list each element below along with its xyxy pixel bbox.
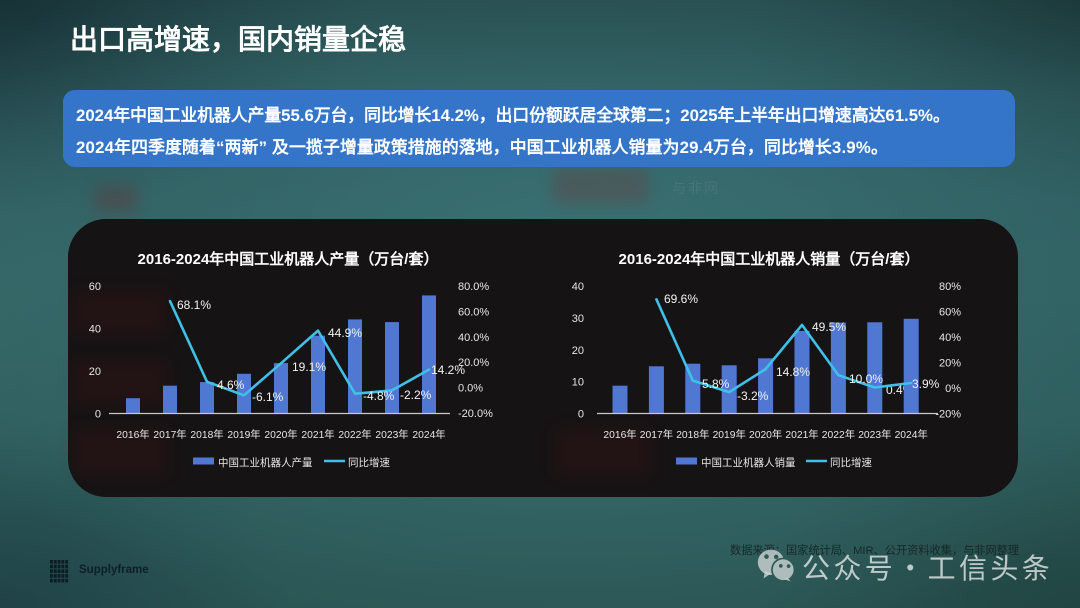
svg-text:2016-2024年中国工业机器人产量（万台/套）: 2016-2024年中国工业机器人产量（万台/套）	[138, 250, 439, 268]
svg-text:2022年: 2022年	[338, 428, 371, 441]
svg-text:2019年: 2019年	[713, 428, 746, 441]
svg-text:2020年: 2020年	[264, 428, 297, 441]
svg-text:2024年: 2024年	[412, 428, 445, 441]
svg-text:2016年: 2016年	[116, 428, 149, 441]
svg-text:2018年: 2018年	[676, 428, 709, 441]
svg-text:20: 20	[89, 366, 101, 378]
svg-text:0: 0	[95, 409, 101, 421]
svg-text:-20%: -20%	[935, 409, 961, 421]
svg-text:-2.2%: -2.2%	[400, 388, 432, 402]
svg-text:-6.1%: -6.1%	[252, 390, 284, 404]
svg-text:2023年: 2023年	[858, 428, 891, 441]
svg-text:68.1%: 68.1%	[177, 298, 211, 312]
svg-text:60: 60	[89, 281, 101, 293]
svg-text:44.9%: 44.9%	[328, 326, 362, 340]
svg-text:4.6%: 4.6%	[217, 378, 245, 392]
svg-text:19.1%: 19.1%	[292, 360, 326, 374]
svg-text:中国工业机器人产量: 中国工业机器人产量	[218, 456, 313, 469]
svg-text:2016-2024年中国工业机器人销量（万台/套）: 2016-2024年中国工业机器人销量（万台/套）	[619, 250, 920, 268]
svg-text:2024年: 2024年	[895, 428, 928, 441]
svg-text:2018年: 2018年	[190, 428, 223, 441]
svg-text:49.5%: 49.5%	[812, 320, 846, 334]
svg-text:14.8%: 14.8%	[776, 365, 810, 379]
svg-text:0: 0	[578, 409, 584, 421]
svg-text:2023年: 2023年	[375, 428, 408, 441]
svg-text:2020年: 2020年	[749, 428, 782, 441]
svg-text:0.0%: 0.0%	[458, 383, 483, 395]
svg-text:40: 40	[572, 281, 584, 293]
svg-text:中国工业机器人销量: 中国工业机器人销量	[701, 456, 796, 469]
svg-text:2017年: 2017年	[153, 428, 186, 441]
svg-text:2021年: 2021年	[301, 428, 334, 441]
svg-text:40.0%: 40.0%	[458, 332, 489, 344]
svg-text:69.6%: 69.6%	[664, 292, 698, 306]
svg-text:-20.0%: -20.0%	[458, 408, 493, 420]
svg-text:80.0%: 80.0%	[458, 281, 489, 293]
svg-text:40: 40	[89, 324, 101, 336]
svg-text:30: 30	[572, 313, 584, 325]
svg-text:2022年: 2022年	[822, 428, 855, 441]
svg-text:20.0%: 20.0%	[458, 357, 489, 369]
svg-text:14.2%: 14.2%	[431, 363, 465, 377]
svg-text:60.0%: 60.0%	[458, 306, 489, 318]
svg-text:同比增速: 同比增速	[348, 456, 390, 469]
svg-text:60%: 60%	[939, 307, 961, 319]
svg-text:40%: 40%	[939, 332, 961, 344]
svg-text:-3.2%: -3.2%	[737, 389, 769, 403]
svg-text:3.9%: 3.9%	[912, 377, 940, 391]
svg-text:20%: 20%	[939, 358, 961, 370]
svg-text:2016年: 2016年	[603, 428, 636, 441]
svg-text:2021年: 2021年	[785, 428, 818, 441]
svg-text:-4.8%: -4.8%	[363, 389, 395, 403]
svg-text:10: 10	[572, 377, 584, 389]
svg-text:80%: 80%	[939, 281, 961, 293]
svg-text:2019年: 2019年	[227, 428, 260, 441]
svg-text:5.8%: 5.8%	[702, 377, 730, 391]
svg-text:20: 20	[572, 345, 584, 357]
svg-text:同比增速: 同比增速	[830, 456, 872, 469]
svg-text:0%: 0%	[945, 383, 961, 395]
svg-text:10.0%: 10.0%	[849, 372, 883, 386]
svg-text:2017年: 2017年	[640, 428, 673, 441]
